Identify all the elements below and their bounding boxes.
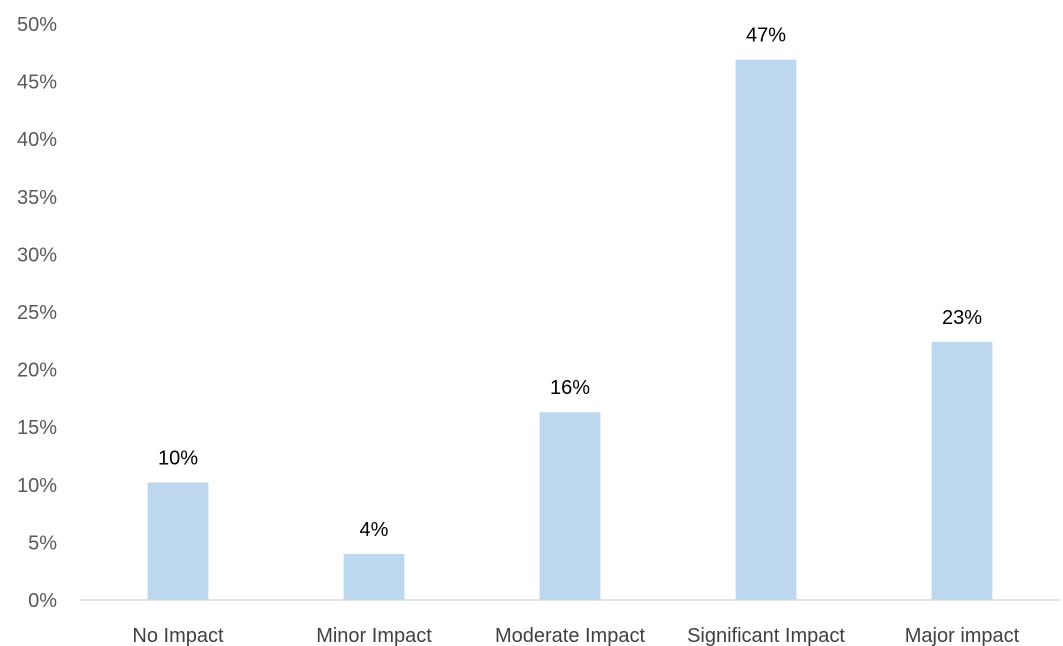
y-tick-label: 25%	[17, 302, 57, 324]
y-tick-label: 45%	[17, 72, 57, 94]
x-tick-label: Minor Impact	[316, 625, 432, 646]
bar	[539, 412, 601, 600]
y-tick-label: 10%	[17, 475, 57, 497]
bars	[147, 59, 993, 601]
y-tick-label: 50%	[17, 14, 57, 36]
y-tick-label: 5%	[28, 532, 57, 554]
data-label: 4%	[360, 519, 389, 541]
y-tick-label: 15%	[17, 417, 57, 439]
y-tick-label: 20%	[17, 360, 57, 382]
bar	[343, 553, 405, 600]
x-axis: No Impact Minor Impact Moderate Impact Sign…	[132, 625, 1019, 646]
data-labels: 10% 4% 16% 47% 23%	[158, 25, 982, 541]
x-tick-label: Significant Impact	[687, 625, 845, 646]
x-tick-label: No Impact	[132, 625, 224, 646]
bar	[735, 59, 797, 601]
data-label: 23%	[942, 307, 982, 329]
data-label: 47%	[746, 25, 786, 47]
y-tick-label: 30%	[17, 244, 57, 266]
x-tick-label: Moderate Impact	[495, 625, 646, 646]
bar	[147, 482, 209, 600]
y-axis: 0% 5% 10% 15% 20% 25% 30% 35% 40% 45% 50%	[17, 14, 57, 612]
y-tick-label: 35%	[17, 187, 57, 209]
data-label: 10%	[158, 447, 198, 469]
y-tick-label: 0%	[28, 590, 57, 612]
x-tick-label: Major impact	[905, 625, 1020, 646]
bar	[931, 341, 993, 600]
data-label: 16%	[550, 377, 590, 399]
y-tick-label: 40%	[17, 129, 57, 151]
